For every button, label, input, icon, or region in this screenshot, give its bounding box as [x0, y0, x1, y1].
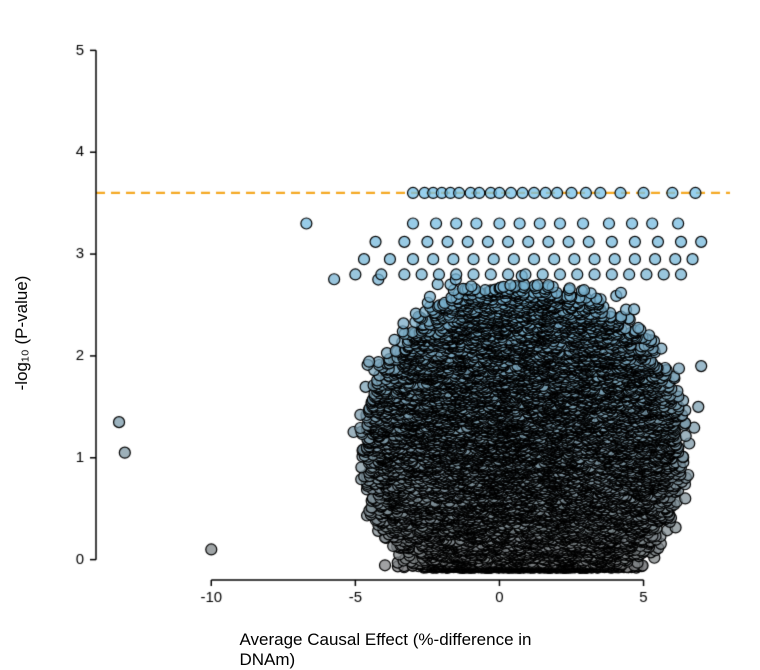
- x-axis-label: Average Causal Effect (%-difference in D…: [240, 630, 587, 670]
- scatter-plot: -log₁₀ (P-value) Average Causal Effect (…: [0, 0, 760, 666]
- plot-canvas: [0, 0, 760, 666]
- y-axis-label: -log₁₀ (P-value): [12, 276, 32, 391]
